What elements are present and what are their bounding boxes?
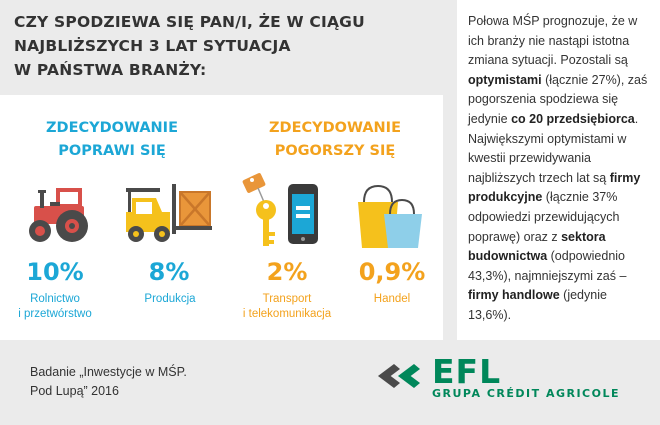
question-title: CZY SPODZIEWA SIĘ PAN/I, ŻE W CIĄGU NAJB… <box>14 13 365 79</box>
summary-text: Połowa MŚP prognozuje, że w ich branży n… <box>468 14 648 322</box>
sector-pct-production: 8% <box>148 258 190 286</box>
brand-group: GRUPA CRÉDIT AGRICOLE <box>432 387 620 400</box>
question-box: CZY SPODZIEWA SIĘ PAN/I, ŻE W CIĄGU NAJB… <box>0 0 443 95</box>
sector-pct-agriculture: 10% <box>26 258 84 286</box>
forklift-icon <box>126 184 212 242</box>
panel-divider <box>443 0 457 340</box>
source-note: Badanie „Inwestycje w MŚP. Pod Lupą” 201… <box>30 365 187 398</box>
credit-agricole-logo-icon <box>378 364 420 388</box>
brand-name: EFL <box>432 352 502 391</box>
key-phone-icon <box>242 173 318 246</box>
sector-label-transport: Transport i telekomunikacja <box>242 293 332 320</box>
sector-pct-transport: 2% <box>266 258 308 286</box>
sector-pct-trade: 0,9% <box>358 258 426 286</box>
sector-label-trade: Handel <box>373 293 411 305</box>
footer-bar <box>0 340 660 425</box>
sector-label-production: Produkcja <box>144 293 196 305</box>
shopping-bags-icon <box>358 184 422 248</box>
infographic-panel: CZY SPODZIEWA SIĘ PAN/I, ŻE W CIĄGU NAJB… <box>0 0 443 320</box>
tractor-icon <box>29 188 88 242</box>
sector-label-agriculture: Rolnictwo i przetwórstwo <box>18 293 92 320</box>
group-title-improve: ZDECYDOWANIE POPRAWI SIĘ <box>46 120 178 159</box>
group-title-worsen: ZDECYDOWANIE POGORSZY SIĘ <box>269 120 401 159</box>
